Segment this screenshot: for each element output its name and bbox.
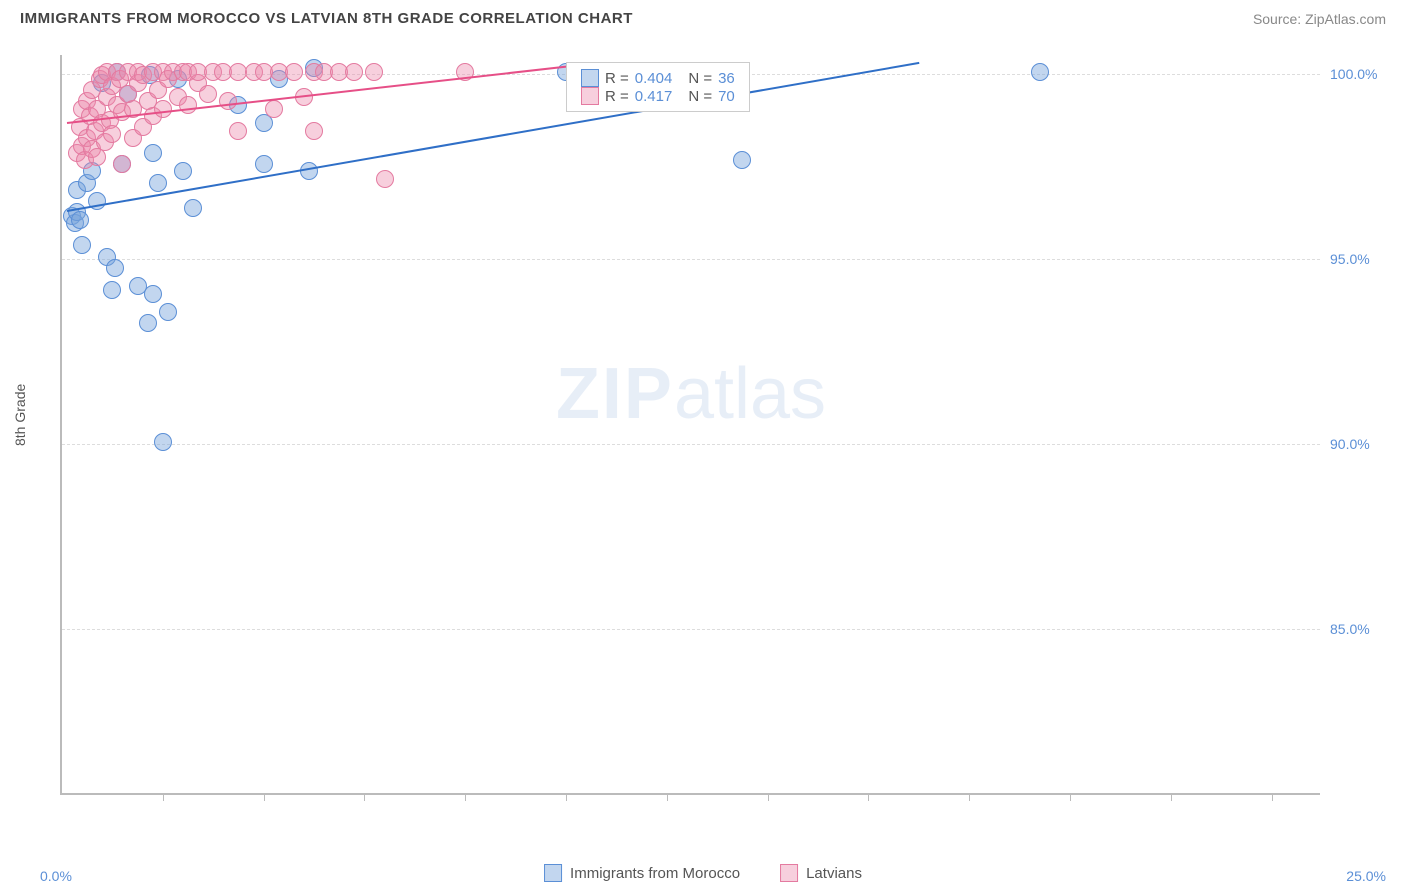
y-tick-label: 100.0% (1330, 66, 1390, 82)
legend-r-value: 0.404 (635, 70, 673, 87)
data-point (365, 63, 383, 81)
source-label: Source: ZipAtlas.com (1253, 11, 1386, 27)
data-point (184, 199, 202, 217)
legend-r-label: R = (605, 70, 629, 87)
data-point (154, 100, 172, 118)
legend-swatch (780, 864, 798, 882)
bottom-legend-item: Latvians (780, 864, 862, 882)
legend-n-label: N = (688, 70, 712, 87)
y-tick-label: 95.0% (1330, 251, 1390, 267)
legend-r-label: R = (605, 88, 629, 105)
legend-swatch (581, 69, 599, 87)
x-tick (163, 793, 164, 801)
y-tick-label: 90.0% (1330, 436, 1390, 452)
legend-n-value: 36 (718, 70, 735, 87)
data-point (144, 144, 162, 162)
data-point (103, 281, 121, 299)
x-tick (1171, 793, 1172, 801)
data-point (144, 285, 162, 303)
legend-r-value: 0.417 (635, 88, 673, 105)
x-tick (1070, 793, 1071, 801)
data-point (159, 303, 177, 321)
page-title: IMMIGRANTS FROM MOROCCO VS LATVIAN 8TH G… (20, 10, 633, 27)
legend-swatch (581, 87, 599, 105)
data-point (73, 236, 91, 254)
legend-swatch (544, 864, 562, 882)
watermark: ZIPatlas (556, 353, 826, 435)
x-tick (768, 793, 769, 801)
gridline (62, 259, 1320, 260)
data-point (174, 162, 192, 180)
stats-legend: R = 0.404 N = 36 R = 0.417 N = 70 (566, 62, 750, 112)
data-point (179, 96, 197, 114)
x-tick (868, 793, 869, 801)
data-point (154, 433, 172, 451)
data-point (285, 63, 303, 81)
data-point (265, 100, 283, 118)
legend-n-label: N = (688, 88, 712, 105)
legend-label: Latvians (806, 865, 862, 882)
legend-label: Immigrants from Morocco (570, 865, 740, 882)
x-tick (264, 793, 265, 801)
legend-row: R = 0.417 N = 70 (581, 87, 735, 105)
data-point (149, 174, 167, 192)
legend-n-value: 70 (718, 88, 735, 105)
data-point (1031, 63, 1049, 81)
x-tick (1272, 793, 1273, 801)
data-point (733, 151, 751, 169)
bottom-legend: Immigrants from Morocco Latvians (544, 864, 862, 882)
y-axis-title: 8th Grade (12, 384, 28, 446)
watermark-atlas: atlas (674, 354, 826, 434)
data-point (103, 125, 121, 143)
legend-row: R = 0.404 N = 36 (581, 69, 735, 87)
gridline (62, 444, 1320, 445)
data-point (199, 85, 217, 103)
gridline (62, 629, 1320, 630)
scatter-chart: ZIPatlas 85.0%90.0%95.0%100.0%R =0.404N … (60, 55, 1320, 795)
data-point (139, 314, 157, 332)
data-point (71, 211, 89, 229)
x-axis-min-label: 0.0% (40, 868, 72, 884)
x-tick (969, 793, 970, 801)
watermark-zip: ZIP (556, 354, 674, 434)
data-point (255, 155, 273, 173)
data-point (229, 122, 247, 140)
data-point (113, 155, 131, 173)
data-point (345, 63, 363, 81)
y-tick-label: 85.0% (1330, 621, 1390, 637)
data-point (300, 162, 318, 180)
x-axis-max-label: 25.0% (1346, 868, 1386, 884)
x-tick (465, 793, 466, 801)
x-tick (667, 793, 668, 801)
data-point (219, 92, 237, 110)
data-point (305, 122, 323, 140)
bottom-legend-item: Immigrants from Morocco (544, 864, 740, 882)
x-tick (364, 793, 365, 801)
data-point (376, 170, 394, 188)
data-point (106, 259, 124, 277)
x-tick (566, 793, 567, 801)
